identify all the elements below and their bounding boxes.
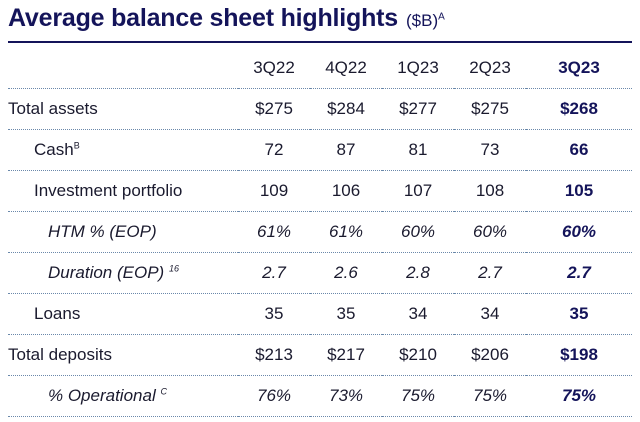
cell: 35	[310, 293, 382, 335]
cell: 109	[238, 170, 310, 212]
row-label-text: Cash	[34, 140, 74, 159]
cell: $206	[454, 334, 526, 376]
cell: $210	[382, 334, 454, 376]
cell: 87	[310, 129, 382, 171]
cell: 73%	[310, 375, 382, 417]
row-label: Total deposits	[8, 334, 238, 376]
cell-current: 60%	[526, 211, 632, 253]
cell: $277	[382, 88, 454, 130]
cell: 107	[382, 170, 454, 212]
cell: 75%	[454, 375, 526, 417]
cell: 2.6	[310, 252, 382, 294]
row-label: HTM % (EOP)	[8, 211, 238, 253]
cell: 2.7	[238, 252, 310, 294]
row-label-text: % Operational	[48, 386, 156, 405]
cell: 81	[382, 129, 454, 171]
cell-current: 66	[526, 129, 632, 171]
column-header-current: 3Q23	[526, 48, 632, 89]
table-row: % Operational C 76% 73% 75% 75% 75%	[8, 375, 632, 417]
cell-current: $198	[526, 334, 632, 376]
row-label-text: HTM % (EOP)	[48, 222, 157, 241]
title-divider	[8, 41, 632, 43]
cell: 2.8	[382, 252, 454, 294]
cell: 108	[454, 170, 526, 212]
cell-current: 105	[526, 170, 632, 212]
row-label: Loans	[8, 293, 238, 335]
unit-text: ($B)	[406, 11, 439, 30]
cell: 35	[238, 293, 310, 335]
table-row: Duration (EOP) 16 2.7 2.6 2.8 2.7 2.7	[8, 252, 632, 294]
cell: 60%	[454, 211, 526, 253]
table-row: HTM % (EOP) 61% 61% 60% 60% 60%	[8, 211, 632, 253]
unit-label: ($B)A	[406, 11, 445, 31]
footnote-marker: B	[73, 140, 80, 151]
cell: 2.7	[454, 252, 526, 294]
footnote-marker: C	[160, 386, 167, 397]
row-label: Investment portfolio	[8, 170, 238, 212]
cell: 61%	[310, 211, 382, 253]
table-header-row: 3Q22 4Q22 1Q23 2Q23 3Q23	[8, 48, 632, 89]
header-label-cell	[8, 48, 238, 89]
cell: 75%	[382, 375, 454, 417]
row-label-text: Total deposits	[8, 345, 112, 364]
cell: 106	[310, 170, 382, 212]
cell: $284	[310, 88, 382, 130]
table-row: Investment portfolio 109 106 107 108 105	[8, 170, 632, 212]
cell-current: $268	[526, 88, 632, 130]
balance-sheet-table: 3Q22 4Q22 1Q23 2Q23 3Q23 Total assets $2…	[8, 48, 632, 417]
title-row: Average balance sheet highlights ($B)A	[8, 4, 632, 38]
column-header: 3Q22	[238, 48, 310, 89]
cell: $217	[310, 334, 382, 376]
cell-current: 75%	[526, 375, 632, 417]
cell: 61%	[238, 211, 310, 253]
row-label: % Operational C	[8, 375, 238, 417]
row-label: Duration (EOP) 16	[8, 252, 238, 294]
cell: 34	[382, 293, 454, 335]
row-label-text: Investment portfolio	[34, 181, 183, 200]
column-header: 1Q23	[382, 48, 454, 89]
cell: 73	[454, 129, 526, 171]
cell: 72	[238, 129, 310, 171]
cell-current: 35	[526, 293, 632, 335]
cell: 76%	[238, 375, 310, 417]
cell: $213	[238, 334, 310, 376]
unit-footnote: A	[438, 11, 445, 23]
cell-current: 2.7	[526, 252, 632, 294]
table-row: Total assets $275 $284 $277 $275 $268	[8, 88, 632, 130]
footnote-marker: 16	[168, 263, 179, 274]
row-label-text: Loans	[34, 304, 81, 323]
row-label: CashB	[8, 129, 238, 171]
table-row: Total deposits $213 $217 $210 $206 $198	[8, 334, 632, 376]
cell: 34	[454, 293, 526, 335]
table-row: CashB 72 87 81 73 66	[8, 129, 632, 171]
cell: $275	[454, 88, 526, 130]
cell: 60%	[382, 211, 454, 253]
row-label: Total assets	[8, 88, 238, 130]
column-header: 2Q23	[454, 48, 526, 89]
row-label-text: Total assets	[8, 99, 98, 118]
table-row: Loans 35 35 34 34 35	[8, 293, 632, 335]
row-label-text: Duration (EOP)	[48, 263, 165, 282]
cell: $275	[238, 88, 310, 130]
page-title: Average balance sheet highlights	[8, 4, 399, 32]
column-header: 4Q22	[310, 48, 382, 89]
